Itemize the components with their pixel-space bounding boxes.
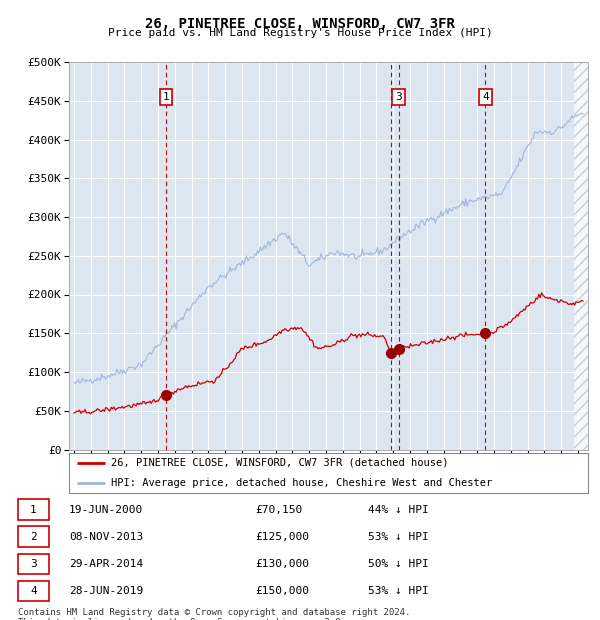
Text: 2: 2	[30, 532, 37, 542]
Text: HPI: Average price, detached house, Cheshire West and Chester: HPI: Average price, detached house, Ches…	[110, 478, 492, 488]
Text: 26, PINETREE CLOSE, WINSFORD, CW7 3FR (detached house): 26, PINETREE CLOSE, WINSFORD, CW7 3FR (d…	[110, 458, 448, 467]
Text: 4: 4	[482, 92, 489, 102]
Text: 28-JUN-2019: 28-JUN-2019	[69, 586, 143, 596]
FancyBboxPatch shape	[18, 526, 49, 547]
Text: 1: 1	[30, 505, 37, 515]
Text: 44% ↓ HPI: 44% ↓ HPI	[368, 505, 428, 515]
Text: Price paid vs. HM Land Registry's House Price Index (HPI): Price paid vs. HM Land Registry's House …	[107, 28, 493, 38]
Text: 53% ↓ HPI: 53% ↓ HPI	[368, 586, 428, 596]
FancyBboxPatch shape	[18, 580, 49, 601]
Text: 08-NOV-2013: 08-NOV-2013	[69, 532, 143, 542]
Text: Contains HM Land Registry data © Crown copyright and database right 2024.
This d: Contains HM Land Registry data © Crown c…	[18, 608, 410, 620]
Text: 53% ↓ HPI: 53% ↓ HPI	[368, 532, 428, 542]
Polygon shape	[574, 62, 588, 450]
Text: 19-JUN-2000: 19-JUN-2000	[69, 505, 143, 515]
FancyBboxPatch shape	[69, 453, 588, 493]
Text: 29-APR-2014: 29-APR-2014	[69, 559, 143, 569]
Text: £125,000: £125,000	[255, 532, 309, 542]
Text: £70,150: £70,150	[255, 505, 302, 515]
FancyBboxPatch shape	[18, 499, 49, 520]
Text: 50% ↓ HPI: 50% ↓ HPI	[368, 559, 428, 569]
Text: 3: 3	[30, 559, 37, 569]
Text: £130,000: £130,000	[255, 559, 309, 569]
Text: 1: 1	[163, 92, 169, 102]
Text: 26, PINETREE CLOSE, WINSFORD, CW7 3FR: 26, PINETREE CLOSE, WINSFORD, CW7 3FR	[145, 17, 455, 32]
Text: £150,000: £150,000	[255, 586, 309, 596]
Text: 3: 3	[395, 92, 402, 102]
FancyBboxPatch shape	[18, 554, 49, 574]
Text: 4: 4	[30, 586, 37, 596]
